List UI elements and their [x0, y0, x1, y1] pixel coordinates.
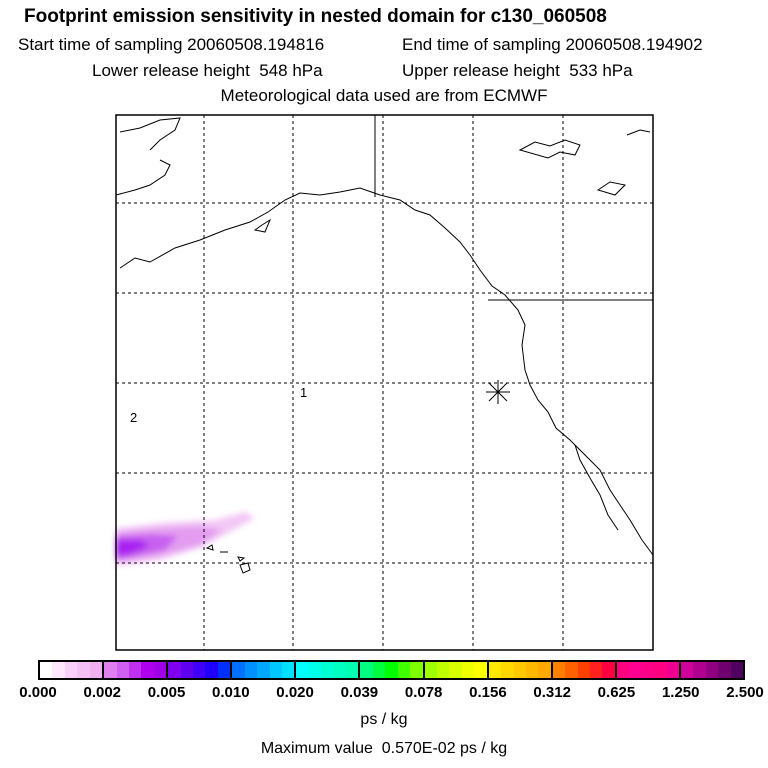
- asterisk-icon: [486, 380, 510, 404]
- colorbar-segment: [552, 662, 617, 678]
- colorbar-swatch: [693, 662, 706, 678]
- met-data-note: Meteorological data used are from ECMWF: [220, 86, 548, 105]
- colorbar-swatch: [641, 662, 655, 678]
- colorbar-tick-label: 0.312: [533, 684, 571, 701]
- colorbar-swatch: [436, 662, 450, 678]
- colorbar-swatch: [666, 662, 679, 678]
- colorbar-segment: [488, 662, 553, 678]
- colorbar-swatch: [372, 662, 386, 678]
- coastlines: [115, 117, 654, 574]
- emission-plume: [116, 512, 255, 566]
- colorbar-swatch: [590, 662, 603, 678]
- colorbar-swatch: [52, 662, 65, 678]
- colorbar-segment: [680, 662, 744, 678]
- colorbar-swatch: [141, 662, 154, 678]
- maximum-value: Maximum value 0.570E-02 ps / kg: [260, 740, 508, 757]
- colorbar-swatch: [296, 662, 309, 678]
- colorbar-segment: [104, 662, 169, 678]
- colorbar-tick-label: 0.000: [19, 684, 57, 701]
- colorbar-swatch: [513, 662, 526, 678]
- map-frame: [115, 114, 654, 651]
- colorbar-swatch: [449, 662, 462, 678]
- colorbar-swatch: [116, 662, 129, 678]
- start-time: Start time of sampling 20060508.194816: [18, 35, 325, 54]
- colorbar-segment: [424, 662, 489, 678]
- colorbar-swatch: [217, 662, 231, 678]
- colorbar-swatch: [360, 662, 373, 678]
- colorbar-tick-label: 2.500: [726, 684, 764, 701]
- footprint-map: 1 2: [115, 114, 654, 651]
- lower-release-height: Lower release height 548 hPa: [92, 61, 323, 80]
- colorbar-swatch: [461, 662, 475, 678]
- colorbar-tick-label: 0.020: [276, 684, 314, 701]
- colorbar-swatch: [385, 662, 398, 678]
- colorbar-segment: [360, 662, 425, 678]
- colorbar-segment: [168, 662, 233, 678]
- colorbar-segment: [40, 662, 105, 678]
- colorbar-swatch: [269, 662, 282, 678]
- colorbar-swatch: [257, 662, 270, 678]
- colorbar-tick-label: 1.250: [661, 684, 700, 701]
- colorbar-swatch: [321, 662, 334, 678]
- colorbar-swatch: [602, 662, 615, 678]
- colorbar-swatch: [281, 662, 295, 678]
- colorbar-segment: [616, 662, 681, 678]
- colorbar-swatch: [424, 662, 437, 678]
- colorbar-swatch: [77, 662, 90, 678]
- colorbar-swatch: [488, 662, 502, 678]
- political-borders: [374, 115, 653, 301]
- colorbar-swatch: [153, 662, 167, 678]
- colorbar-swatch: [205, 662, 218, 678]
- colorbar-swatch: [410, 662, 423, 678]
- colorbar-tick-label: 0.156: [469, 684, 507, 701]
- colorbar-swatch: [244, 662, 258, 678]
- colorbar-tick-label: 0.039: [340, 684, 379, 701]
- colorbar-swatch: [308, 662, 322, 678]
- colorbar-swatch: [565, 662, 578, 678]
- page-title: Footprint emission sensitivity in nested…: [24, 6, 607, 27]
- colorbar-swatch: [474, 662, 487, 678]
- colorbar-tick-label: 0.002: [83, 684, 122, 701]
- colorbar-swatch: [104, 662, 117, 678]
- colorbar-swatch: [40, 662, 53, 678]
- colorbar-swatch: [168, 662, 181, 678]
- colorbar-swatch: [346, 662, 359, 678]
- colorbar-tick-label: 0.005: [147, 684, 186, 701]
- colorbar-swatch: [680, 662, 694, 678]
- colorbar-tick-label: 0.625: [597, 684, 636, 701]
- colorbar-tick-label: 0.078: [404, 684, 443, 701]
- colorbar-swatch: [654, 662, 667, 678]
- colorbar-swatch: [616, 662, 630, 678]
- trajectory-label-1: 1: [300, 385, 307, 400]
- colorbar-swatch: [552, 662, 566, 678]
- colorbar-swatch: [89, 662, 103, 678]
- colorbar-segment: [296, 662, 361, 678]
- colorbar-swatch: [629, 662, 642, 678]
- map-gridlines: [116, 115, 653, 650]
- colorbar-tick-label: 0.010: [212, 684, 250, 701]
- colorbar: [38, 660, 745, 680]
- colorbar-swatch: [577, 662, 591, 678]
- colorbar-swatch: [128, 662, 142, 678]
- upper-release-height: Upper release height 533 hPa: [402, 61, 633, 80]
- colorbar-swatch: [705, 662, 719, 678]
- colorbar-swatch: [718, 662, 731, 678]
- end-time: End time of sampling 20060508.194902: [402, 35, 703, 54]
- colorbar-swatch: [730, 662, 744, 678]
- colorbar-swatch: [397, 662, 411, 678]
- colorbar-swatch: [64, 662, 78, 678]
- colorbar-swatch: [180, 662, 194, 678]
- colorbar-swatch: [501, 662, 514, 678]
- colorbar-swatch: [193, 662, 206, 678]
- colorbar-swatch: [333, 662, 347, 678]
- colorbar-swatch: [525, 662, 539, 678]
- colorbar-unit: ps / kg: [360, 711, 408, 728]
- colorbar-swatch: [538, 662, 551, 678]
- colorbar-segment: [232, 662, 297, 678]
- trajectory-label-2: 2: [130, 410, 137, 425]
- colorbar-swatch: [232, 662, 245, 678]
